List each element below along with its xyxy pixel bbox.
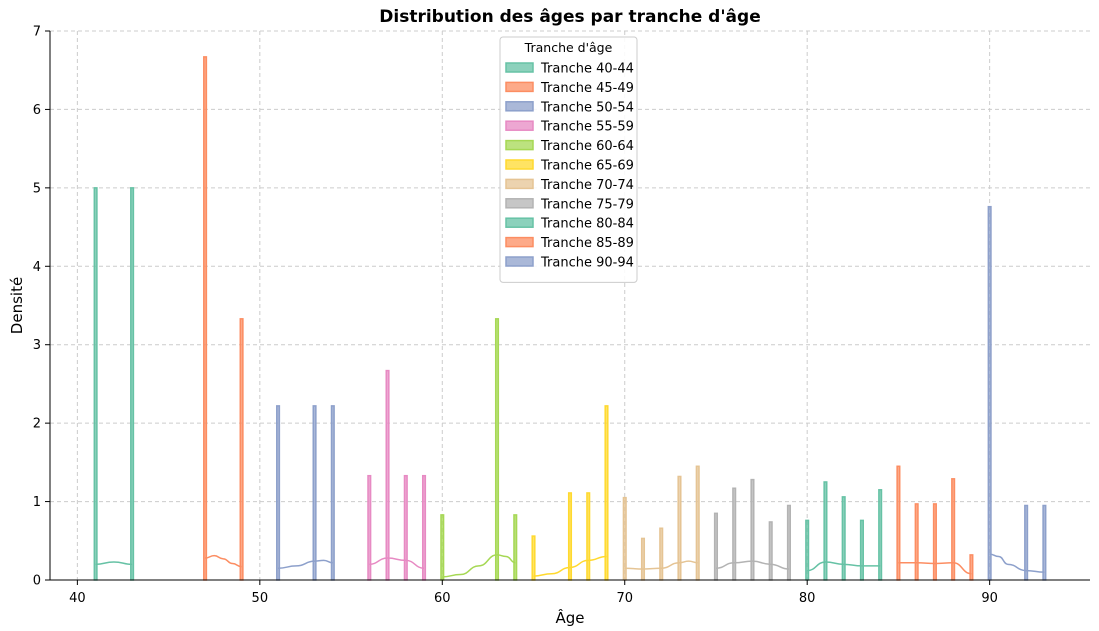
legend-label: Tranche 70-74 (540, 178, 634, 193)
bar (130, 187, 135, 581)
bar (932, 503, 937, 581)
legend-label: Tranche 80-84 (540, 217, 634, 232)
chart-title: Distribution des âges par tranche d'âge (379, 7, 760, 27)
legend-items: Tranche 40-44 Tranche 45-49 Tranche 50-54 T… (505, 62, 634, 271)
bar (987, 205, 992, 581)
legend-swatch (505, 178, 534, 190)
y-tick-label: 6 (33, 103, 41, 118)
x-tick-label: 70 (616, 591, 633, 606)
kde-curve (442, 554, 516, 578)
bar (750, 478, 755, 581)
bar (768, 521, 773, 581)
bar (823, 481, 828, 581)
bar (586, 492, 591, 581)
bar (732, 487, 737, 581)
bar (93, 187, 98, 581)
legend-label: Tranche 40-44 (540, 62, 634, 77)
bar (805, 519, 810, 581)
legend-swatch (505, 120, 534, 131)
legend-swatch (505, 81, 534, 93)
bar (640, 537, 646, 581)
y-tick-label: 5 (33, 181, 41, 196)
x-tick-label: 40 (69, 591, 86, 606)
bar (713, 512, 719, 581)
legend-label: Tranche 55-59 (540, 120, 634, 135)
legend-swatch (505, 236, 534, 248)
y-tick-label: 4 (33, 260, 41, 275)
bar (1042, 504, 1047, 581)
bar (367, 474, 372, 581)
x-axis-label: Âge (555, 608, 584, 627)
bar (403, 474, 408, 581)
bar (969, 554, 974, 581)
x-tick-label: 50 (252, 591, 269, 606)
x-tick-label: 60 (434, 591, 451, 606)
bar (841, 496, 846, 581)
legend-swatch (505, 256, 534, 267)
kde-curve (369, 557, 425, 569)
legend-label: Tranche 60-64 (540, 139, 634, 154)
x-tick-label: 90 (981, 591, 998, 606)
kde-curve (278, 559, 333, 569)
bar (1024, 504, 1029, 581)
bar (440, 514, 445, 581)
bar (239, 318, 244, 581)
bar (531, 535, 536, 581)
bar (914, 503, 919, 581)
legend-swatch (505, 198, 534, 209)
y-tick-label: 1 (33, 495, 41, 510)
bar (276, 405, 281, 581)
ticks: 40 50 60 70 80 90 0 1 2 3 4 5 6 7 (33, 25, 998, 607)
axes (49, 31, 1090, 581)
bar (659, 527, 664, 581)
bar (677, 475, 682, 581)
legend-swatch (505, 159, 534, 170)
bar (786, 504, 791, 581)
legend-swatch (505, 62, 534, 73)
legend-label: Tranche 45-49 (540, 81, 634, 96)
bar (951, 478, 956, 581)
legend-label: Tranche 85-89 (540, 236, 634, 251)
legend: Tranche d'âge Tranche 40-44 Tranche 45-49… (499, 36, 638, 283)
legend-box (499, 36, 638, 283)
bar (421, 474, 427, 581)
legend-swatch (505, 101, 534, 112)
y-axis-label: Densité (8, 277, 26, 334)
legend-swatch (505, 217, 534, 228)
kde-curve (205, 554, 242, 568)
bar (896, 465, 901, 581)
bar (878, 489, 883, 581)
legend-title: Tranche d'âge (524, 40, 613, 55)
kde-curve (95, 561, 133, 566)
legend-label: Tranche 75-79 (540, 197, 634, 212)
bar (695, 465, 700, 581)
bar (622, 496, 627, 581)
bar (330, 405, 335, 581)
legend-label: Tranche 90-94 (540, 256, 634, 271)
y-tick-label: 2 (33, 417, 41, 432)
bar (385, 369, 390, 581)
legend-swatch (505, 139, 534, 151)
kde-curve (989, 553, 1045, 573)
bar (494, 318, 500, 581)
y-tick-label: 3 (33, 338, 41, 353)
legend-label: Tranche 50-54 (540, 100, 634, 115)
bar (567, 492, 573, 581)
legend-label: Tranche 65-69 (540, 159, 634, 174)
bar (312, 405, 317, 581)
bar (604, 405, 609, 581)
bar (513, 514, 518, 581)
x-tick-label: 80 (799, 591, 816, 606)
y-tick-label: 0 (33, 574, 41, 589)
bar (859, 519, 864, 581)
y-tick-label: 7 (33, 25, 41, 40)
bar (203, 56, 208, 581)
